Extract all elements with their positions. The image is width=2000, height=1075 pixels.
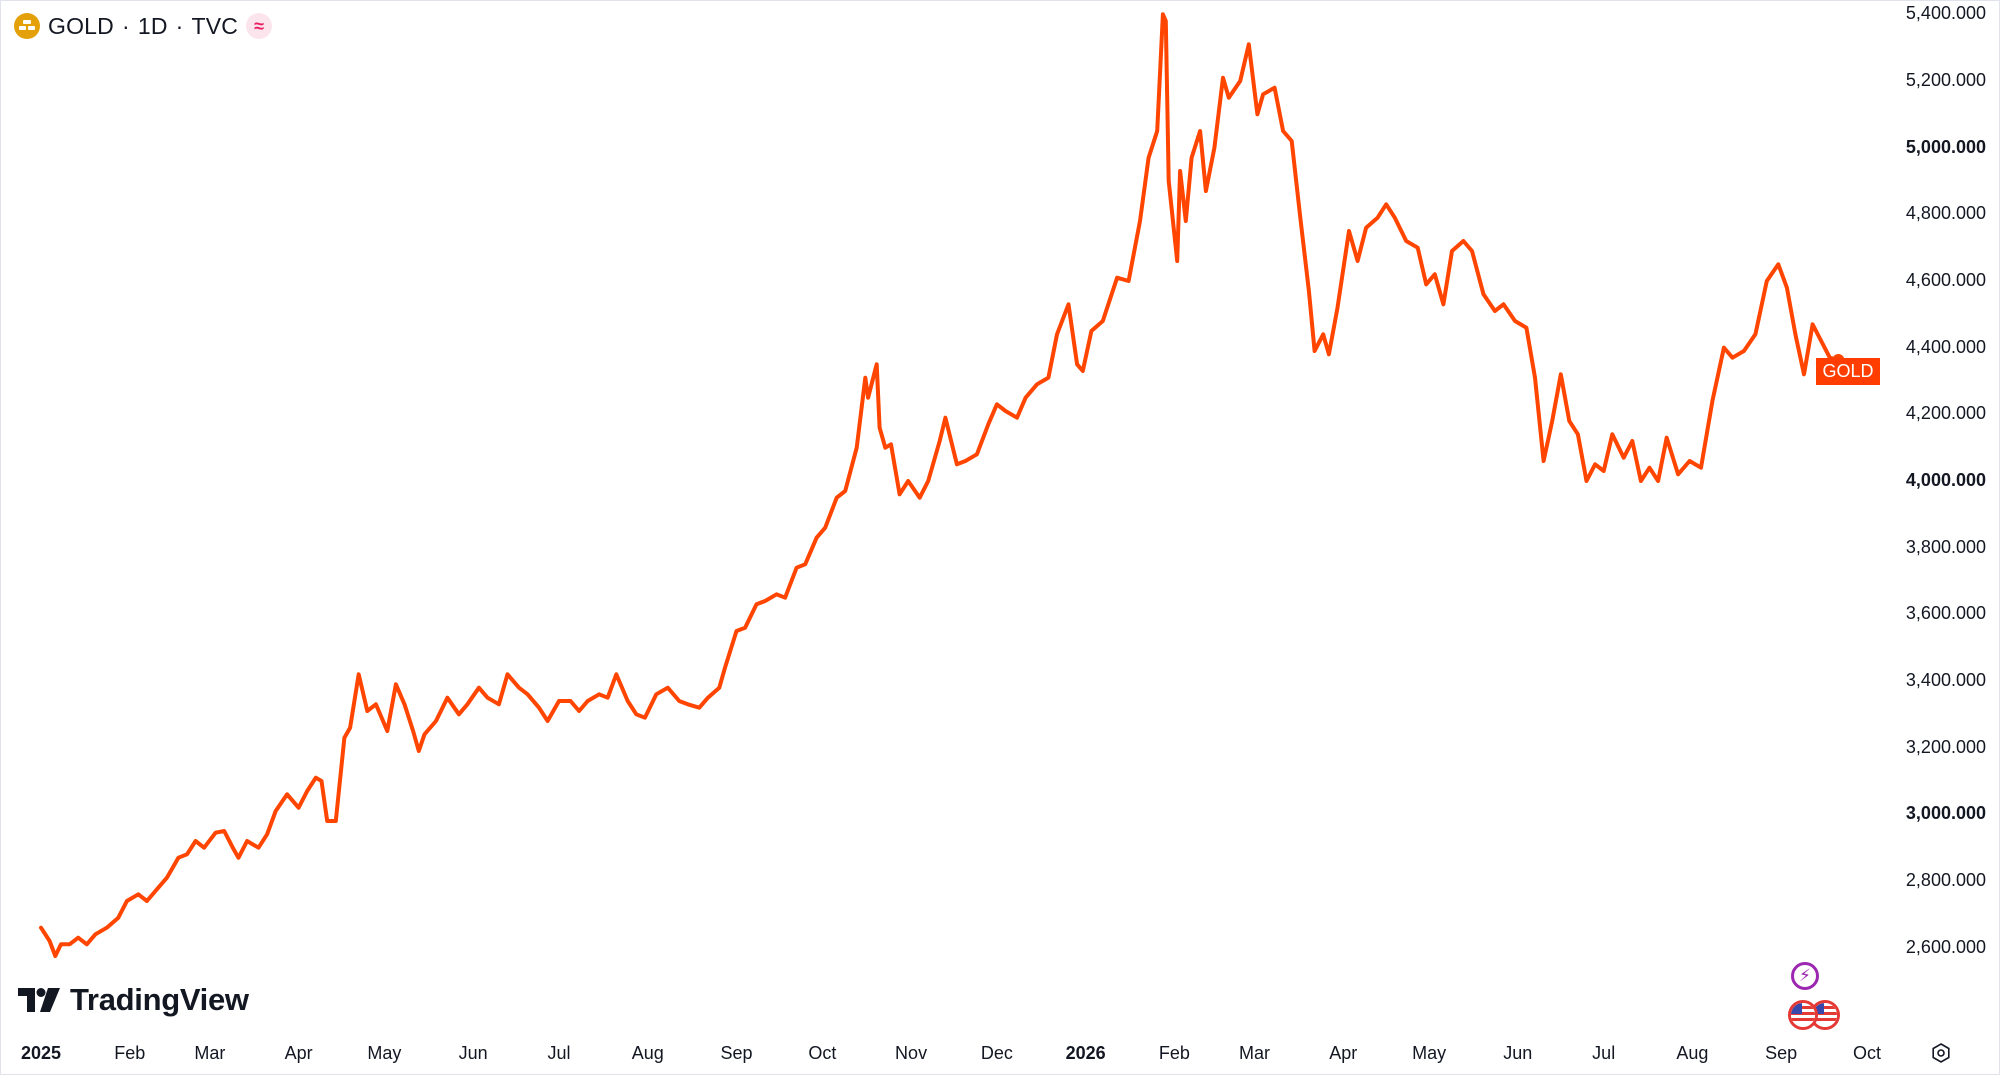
tradingview-logo-icon <box>18 988 60 1012</box>
y-tick-label: 4,800.000 <box>1905 203 1986 224</box>
symbol-name[interactable]: GOLD <box>48 12 114 39</box>
y-tick-label: 3,000.000 <box>1905 803 1986 824</box>
y-tick-label: 4,600.000 <box>1905 270 1986 290</box>
x-tick-label: Nov <box>895 1043 928 1063</box>
x-tick-label: Feb <box>1158 1043 1190 1063</box>
last-price-tag: GOLD <box>1816 358 1880 385</box>
lightning-event-icon[interactable]: ⚡ <box>1791 962 1819 990</box>
x-tick-label: Jul <box>547 1043 571 1063</box>
x-tick-label: May <box>1412 1043 1447 1063</box>
y-tick-label: 4,400.000 <box>1905 336 1986 357</box>
x-tick-label: Jun <box>458 1043 488 1063</box>
y-tick-label: 3,200.000 <box>1905 736 1986 757</box>
tradingview-logo[interactable]: TradingView <box>18 982 249 1018</box>
us-flag-icon <box>1788 1000 1818 1030</box>
x-tick-label: Oct <box>808 1043 837 1063</box>
y-tick-label: 3,600.000 <box>1905 603 1986 624</box>
x-tick-label: Mar <box>1239 1043 1271 1063</box>
economic-events-icon[interactable] <box>1788 1000 1840 1030</box>
separator: · <box>121 12 130 39</box>
x-tick-label: Aug <box>1676 1043 1709 1063</box>
x-tick-label: Dec <box>980 1043 1013 1063</box>
x-tick-label: Apr <box>1329 1043 1358 1063</box>
x-tick-label: Sep <box>720 1043 753 1063</box>
x-tick-label: 2025 <box>20 1043 62 1063</box>
y-tick-label: 5,400.000 <box>1905 3 1986 24</box>
x-tick-label: May <box>367 1043 402 1063</box>
chart-header[interactable]: GOLD · 1D · TVC ≈ <box>14 10 273 42</box>
interval-label[interactable]: 1D <box>137 12 168 39</box>
y-tick-label: 5,200.000 <box>1905 70 1986 90</box>
x-tick-label: Mar <box>194 1043 226 1063</box>
logo-text: TradingView <box>70 982 249 1017</box>
x-tick-label: Jul <box>1592 1043 1616 1063</box>
y-tick-label: 2,800.000 <box>1905 870 1986 890</box>
y-tick-label: 3,400.000 <box>1905 670 1986 690</box>
x-tick-label: Jun <box>1503 1043 1533 1063</box>
gold-bars-icon <box>14 13 40 39</box>
x-tick-label: Feb <box>114 1043 146 1063</box>
separator: · <box>175 12 184 39</box>
y-tick-label: 2,600.000 <box>1905 936 1986 957</box>
y-tick-label: 4,000.000 <box>1905 470 1986 490</box>
y-tick-label: 5,000.000 <box>1905 136 1986 157</box>
wave-indicator-icon[interactable]: ≈ <box>246 13 273 39</box>
y-tick-label: 3,800.000 <box>1905 536 1986 557</box>
x-tick-label: 2026 <box>1065 1043 1106 1063</box>
gold-price-line <box>39 12 1841 958</box>
series-layer <box>39 12 1845 958</box>
x-tick-label: Aug <box>631 1043 664 1063</box>
y-tick-label: 4,200.000 <box>1905 403 1986 424</box>
x-tick-label: Sep <box>1765 1043 1798 1063</box>
x-tick-label: Apr <box>284 1043 313 1063</box>
source-label: TVC <box>191 12 239 39</box>
settings-gear-icon[interactable] <box>1929 1041 1953 1065</box>
x-tick-label: Oct <box>1852 1043 1882 1063</box>
